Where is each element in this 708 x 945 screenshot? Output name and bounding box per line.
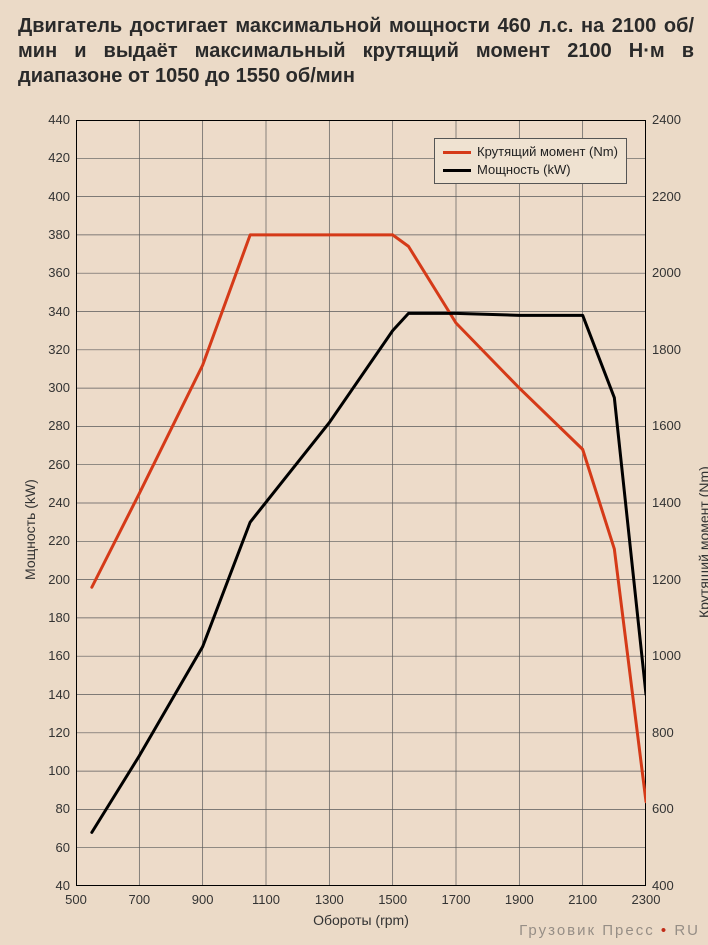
- ytick-left: 220: [36, 533, 70, 548]
- legend-swatch: [443, 151, 471, 154]
- ytick-right: 1800: [652, 342, 681, 357]
- xtick: 700: [128, 892, 150, 907]
- y-axis-left-label: Мощность (kW): [22, 479, 38, 580]
- ytick-right: 800: [652, 725, 674, 740]
- xtick: 2100: [568, 892, 597, 907]
- ytick-left: 260: [36, 457, 70, 472]
- ytick-left: 80: [36, 801, 70, 816]
- ytick-left: 140: [36, 687, 70, 702]
- ytick-right: 1400: [652, 495, 681, 510]
- ytick-right: 1000: [652, 648, 681, 663]
- legend-row: Крутящий момент (Nm): [443, 143, 618, 161]
- chart-title: Двигатель достигает максимальной мощност…: [18, 14, 694, 89]
- ytick-left: 100: [36, 763, 70, 778]
- legend-row: Мощность (kW): [443, 161, 618, 179]
- ytick-left: 200: [36, 572, 70, 587]
- ytick-left: 280: [36, 418, 70, 433]
- watermark-tld: RU: [674, 922, 700, 939]
- ytick-left: 60: [36, 840, 70, 855]
- ytick-right: 400: [652, 878, 674, 893]
- ytick-right: 600: [652, 801, 674, 816]
- ytick-left: 400: [36, 189, 70, 204]
- ytick-left: 380: [36, 227, 70, 242]
- xtick: 500: [65, 892, 87, 907]
- watermark: Грузовик Пресс • RU: [519, 922, 700, 939]
- xtick: 900: [192, 892, 214, 907]
- ytick-right: 2200: [652, 189, 681, 204]
- ytick-left: 180: [36, 610, 70, 625]
- y-axis-right-label: Крутящий момент (Nm): [696, 466, 708, 618]
- xtick: 1900: [505, 892, 534, 907]
- legend-label: Мощность (kW): [477, 161, 571, 179]
- legend-label: Крутящий момент (Nm): [477, 143, 618, 161]
- ytick-left: 320: [36, 342, 70, 357]
- ytick-left: 360: [36, 265, 70, 280]
- xtick: 1300: [315, 892, 344, 907]
- chart-svg: [76, 120, 646, 886]
- xtick: 1700: [442, 892, 471, 907]
- ytick-left: 420: [36, 150, 70, 165]
- xtick: 2300: [632, 892, 661, 907]
- page-root: Двигатель достигает максимальной мощност…: [0, 0, 708, 945]
- ytick-left: 440: [36, 112, 70, 127]
- watermark-brand: Грузовик Пресс: [519, 922, 655, 939]
- ytick-left: 300: [36, 380, 70, 395]
- watermark-dot: •: [661, 922, 668, 939]
- ytick-right: 2000: [652, 265, 681, 280]
- chart-legend: Крутящий момент (Nm)Мощность (kW): [434, 138, 627, 184]
- ytick-left: 120: [36, 725, 70, 740]
- ytick-right: 1200: [652, 572, 681, 587]
- legend-swatch: [443, 169, 471, 172]
- xtick: 1500: [378, 892, 407, 907]
- ytick-right: 1600: [652, 418, 681, 433]
- ytick-left: 240: [36, 495, 70, 510]
- plot-area: [76, 120, 646, 886]
- ytick-left: 40: [36, 878, 70, 893]
- xtick: 1100: [252, 892, 280, 907]
- ytick-right: 2400: [652, 112, 681, 127]
- ytick-left: 160: [36, 648, 70, 663]
- ytick-left: 340: [36, 304, 70, 319]
